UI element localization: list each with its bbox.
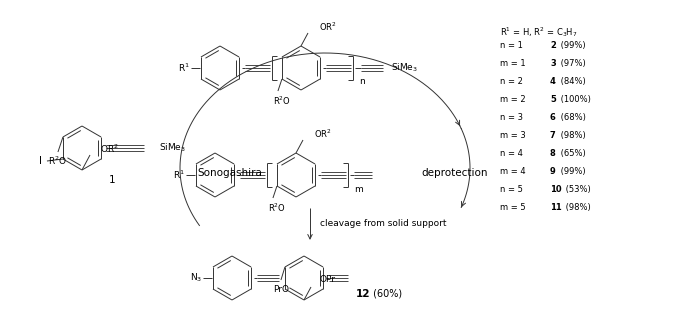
- Text: (53%): (53%): [563, 185, 590, 194]
- Text: R$^2$O: R$^2$O: [273, 95, 291, 107]
- Text: SiMe$_3$: SiMe$_3$: [159, 142, 186, 154]
- Text: 11: 11: [550, 203, 562, 212]
- Text: (84%): (84%): [558, 77, 586, 86]
- Text: cleavage from solid support: cleavage from solid support: [320, 219, 447, 229]
- Text: n = 3: n = 3: [500, 113, 523, 122]
- Text: 2: 2: [550, 41, 556, 50]
- Text: 8: 8: [550, 149, 556, 158]
- Text: (100%): (100%): [558, 95, 591, 104]
- Text: (60%): (60%): [370, 289, 402, 299]
- Text: m = 1: m = 1: [500, 59, 525, 68]
- Text: Sonogashira: Sonogashira: [197, 168, 262, 178]
- Text: R$^2$O: R$^2$O: [268, 202, 286, 214]
- Text: m: m: [354, 184, 363, 194]
- Text: m = 2: m = 2: [500, 95, 525, 104]
- Text: (97%): (97%): [558, 59, 586, 68]
- Text: OR$^2$: OR$^2$: [319, 21, 336, 33]
- Text: 6: 6: [550, 113, 556, 122]
- Text: 5: 5: [550, 95, 556, 104]
- Text: m = 3: m = 3: [500, 131, 526, 140]
- Text: m = 4: m = 4: [500, 167, 525, 176]
- Text: n = 1: n = 1: [500, 41, 523, 50]
- Text: R$^1$: R$^1$: [178, 62, 190, 74]
- Text: deprotection: deprotection: [422, 168, 488, 178]
- Text: (98%): (98%): [558, 131, 586, 140]
- Text: OR$^2$: OR$^2$: [314, 128, 332, 140]
- Text: 9: 9: [550, 167, 556, 176]
- Text: n = 5: n = 5: [500, 185, 523, 194]
- Text: 1: 1: [109, 175, 115, 185]
- Text: R$^2$O: R$^2$O: [49, 155, 68, 167]
- Text: 3: 3: [550, 59, 556, 68]
- Text: R$^1$ = H, R$^2$ = C$_3$H$_7$: R$^1$ = H, R$^2$ = C$_3$H$_7$: [500, 25, 577, 39]
- Text: (68%): (68%): [558, 113, 586, 122]
- Text: (98%): (98%): [563, 203, 590, 212]
- Text: N$_3$: N$_3$: [190, 272, 202, 284]
- Text: n = 4: n = 4: [500, 149, 523, 158]
- Text: 4: 4: [550, 77, 556, 86]
- Text: m = 5: m = 5: [500, 203, 525, 212]
- Text: R$^1$: R$^1$: [173, 169, 185, 181]
- Text: OR$^2$: OR$^2$: [100, 143, 119, 155]
- Text: (99%): (99%): [558, 41, 586, 50]
- Text: I: I: [40, 156, 42, 166]
- Text: n: n: [359, 77, 364, 87]
- Text: (99%): (99%): [558, 167, 586, 176]
- Text: OPr: OPr: [320, 276, 336, 284]
- Text: SiMe$_3$: SiMe$_3$: [391, 62, 418, 74]
- Text: n = 2: n = 2: [500, 77, 523, 86]
- Text: PrO: PrO: [273, 284, 289, 294]
- Text: 12: 12: [356, 289, 371, 299]
- Text: 10: 10: [550, 185, 562, 194]
- Text: 7: 7: [550, 131, 556, 140]
- Text: (65%): (65%): [558, 149, 586, 158]
